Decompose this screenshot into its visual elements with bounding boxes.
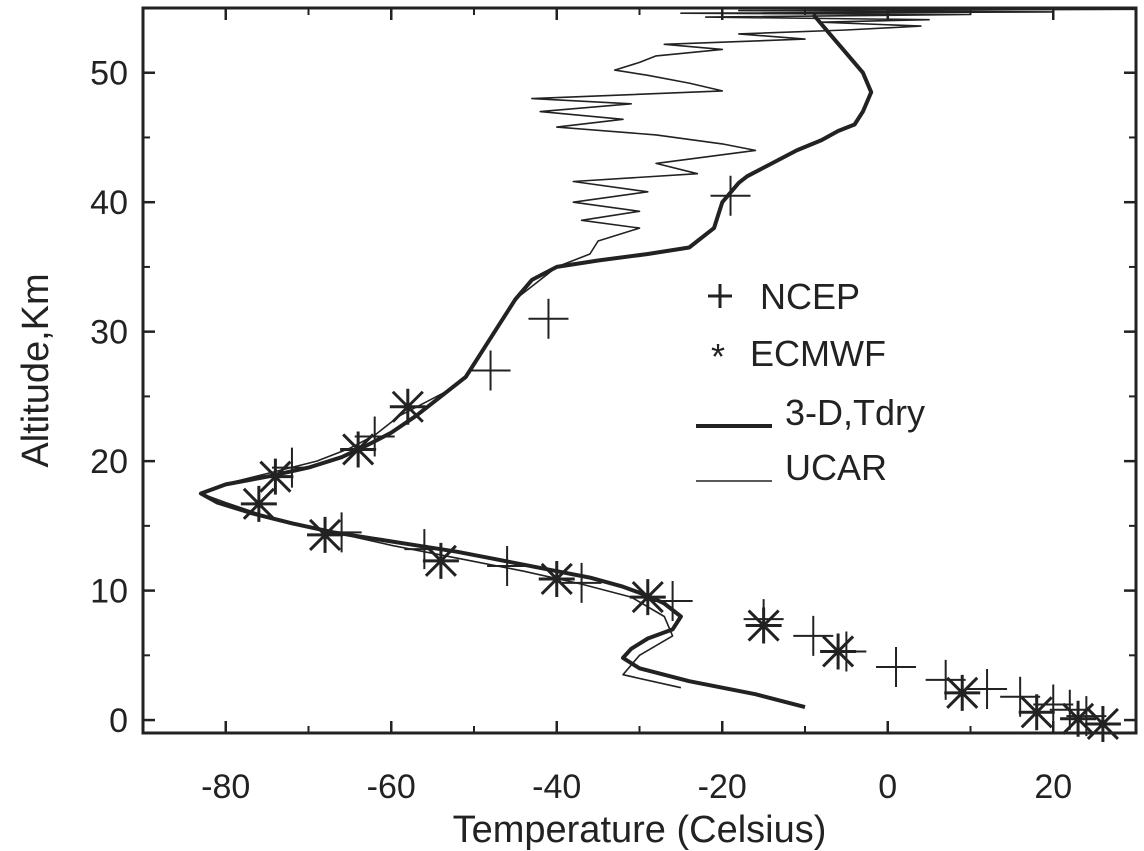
series-ucar: [200, 8, 1137, 689]
legend-label: NCEP: [760, 276, 860, 317]
ecmwf-point: [944, 674, 981, 711]
x-tick-label: -20: [698, 768, 747, 806]
x-axis-label: Temperature (Celsius): [453, 809, 827, 851]
ncep-point: [967, 668, 1008, 709]
legend-star-icon: *: [711, 336, 725, 377]
legend-label: UCAR: [785, 447, 887, 488]
ncep-point: [1000, 676, 1041, 717]
ncep-point: [793, 615, 834, 656]
ncep-point: [470, 350, 511, 391]
ecmwf-point: [820, 633, 857, 670]
y-tick-label: 0: [109, 702, 128, 740]
y-tick-label: 40: [90, 184, 128, 222]
x-tick-label: 20: [1034, 768, 1072, 806]
ecmwf-point: [1060, 700, 1097, 737]
series-ncep: [271, 175, 1107, 737]
ncep-point: [1033, 684, 1074, 725]
legend-label: 3-D,Tdry: [785, 392, 925, 433]
series-3-d-tdry: [198, 13, 874, 710]
x-tick-label: -60: [367, 768, 416, 806]
ncep-point: [561, 562, 602, 603]
ecmwf-point: [389, 388, 426, 425]
ecmwf-point: [1018, 694, 1055, 731]
legend-plus-icon: [708, 284, 732, 308]
y-tick-label: 20: [90, 443, 128, 481]
ecmwf-point: [745, 607, 782, 644]
x-tick-label: -80: [201, 768, 250, 806]
ncep-point: [1066, 696, 1107, 737]
y-tick-label: 30: [90, 314, 128, 352]
ecmwf-point: [240, 485, 277, 522]
ecmwf-point: [422, 542, 459, 579]
axis-ticks: -80 -60 -40 -20 0 20 0 10 20 30 40 50: [90, 8, 1137, 806]
legend: NCEP * ECMWF 3-D,Tdry UCAR: [696, 276, 925, 488]
plot-frame: [141, 6, 1138, 735]
y-axis-label: Altitude,Km: [15, 273, 57, 467]
ncep-point: [876, 646, 917, 687]
tdry-line: [198, 13, 874, 710]
ncep-point: [710, 175, 751, 216]
y-tick-label: 50: [90, 55, 128, 93]
x-tick-label: 0: [878, 768, 897, 806]
x-tick-label: -40: [532, 768, 581, 806]
ncep-point: [528, 298, 569, 339]
ecmwf-point: [307, 516, 344, 553]
legend-label: ECMWF: [750, 333, 886, 374]
y-tick-label: 10: [90, 573, 128, 611]
ecmwf-point: [1084, 705, 1121, 742]
ucar-line: [200, 8, 1137, 689]
series-layer: [198, 8, 1137, 742]
